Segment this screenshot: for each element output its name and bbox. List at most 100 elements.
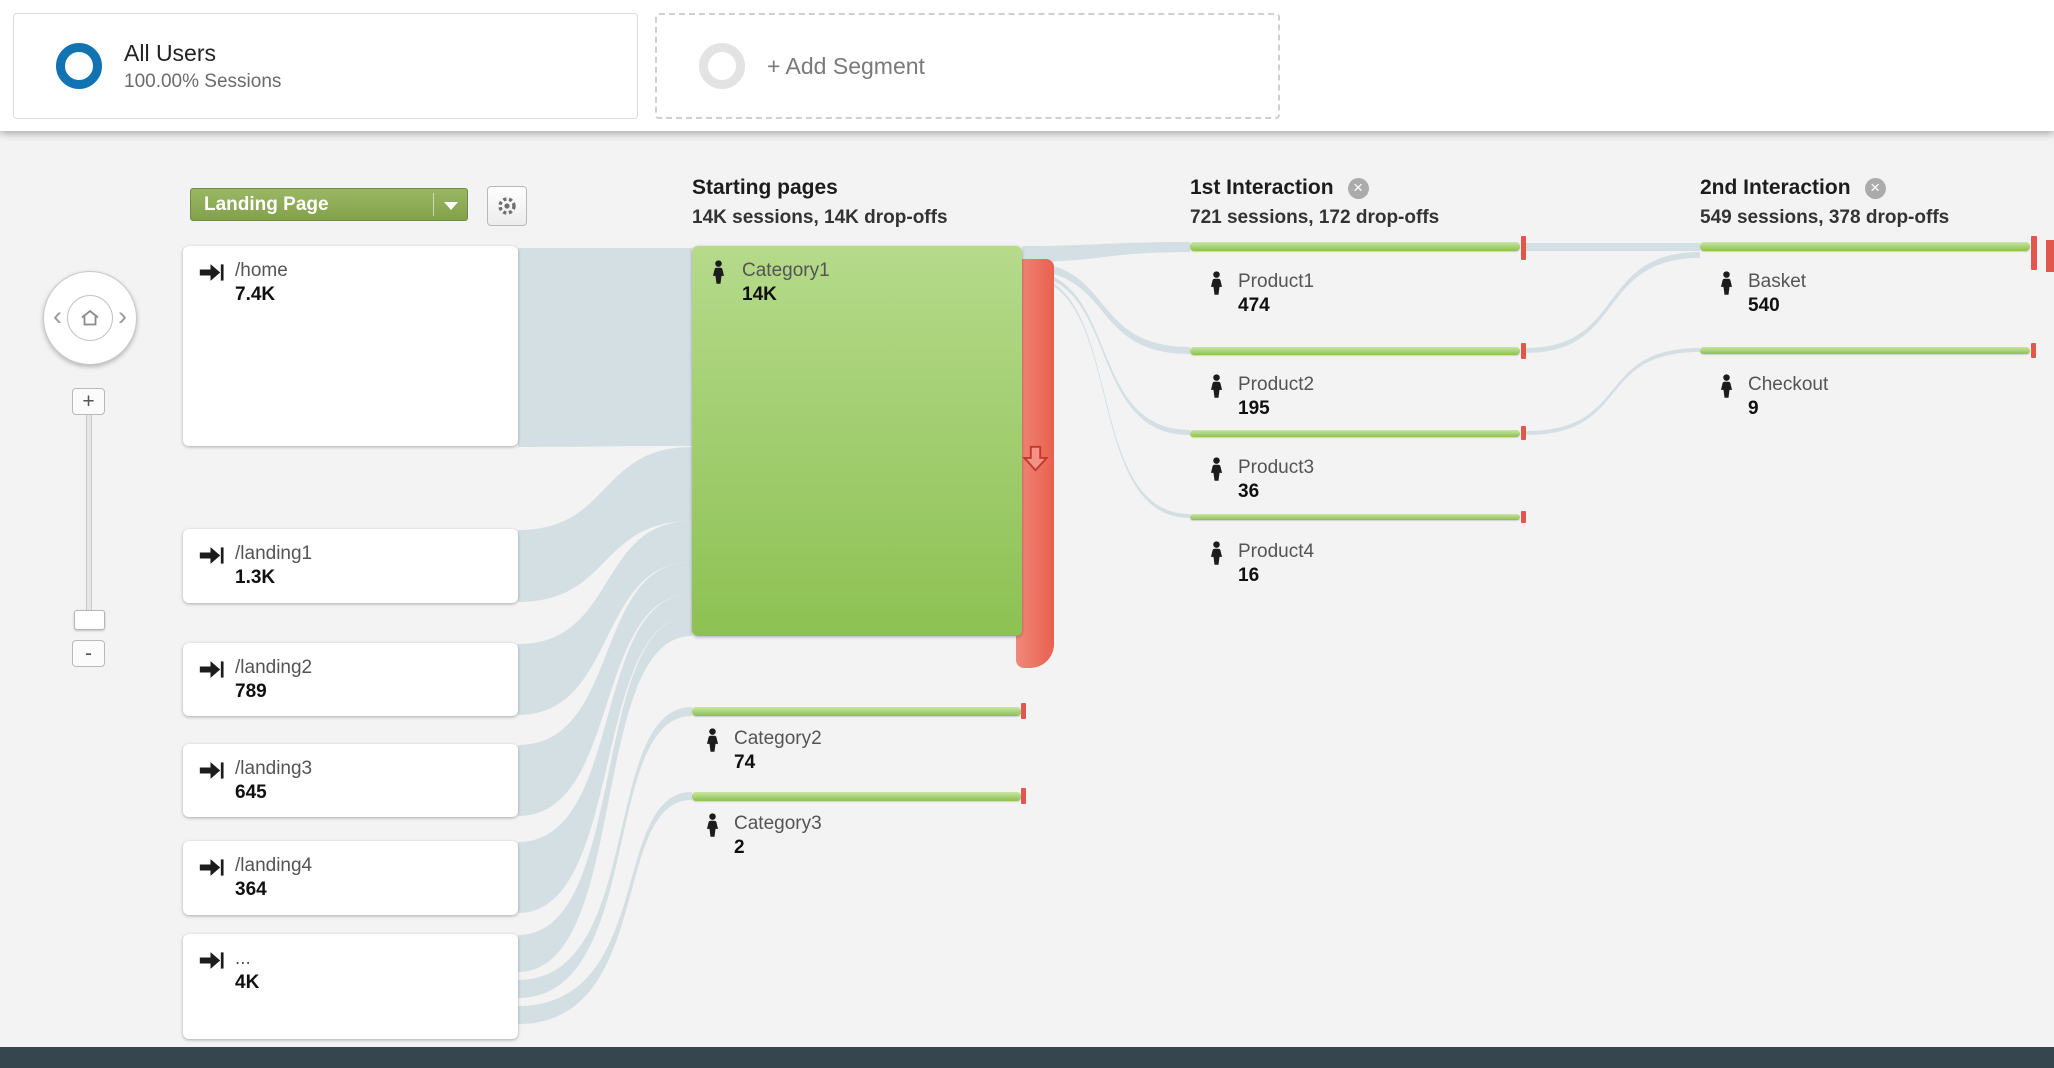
dimension-dropdown[interactable]: Landing Page [190, 188, 468, 221]
dropoff-tick [2031, 236, 2037, 270]
node-label: Basket [1748, 271, 1807, 292]
node-label: ... [235, 948, 251, 969]
column-title: 2nd Interaction [1700, 176, 1851, 199]
node-product4[interactable]: Product4 16 [1190, 508, 1530, 596]
node-label: /home [235, 260, 288, 281]
node-landing3[interactable]: /landing3 645 [183, 744, 518, 817]
entrance-icon [199, 264, 224, 281]
segment-toolbar: All Users 100.00% Sessions + Add Segment [0, 0, 2054, 131]
node-label: /landing1 [235, 543, 313, 564]
node-bar [692, 792, 1021, 801]
home-button[interactable] [67, 295, 113, 341]
segment-subtitle: 100.00% Sessions [124, 70, 282, 92]
node-value: 9 [1748, 398, 1759, 419]
node-label: Category2 [734, 728, 822, 749]
close-icon[interactable] [1864, 177, 1886, 199]
node-landing1[interactable]: /landing1 1.3K [183, 529, 518, 603]
node-bar [1190, 514, 1520, 520]
zoom-slider-track[interactable] [86, 412, 92, 614]
add-segment-button[interactable]: + Add Segment [655, 13, 1280, 119]
node-bar [1700, 242, 2030, 251]
node-label: /landing2 [235, 657, 313, 678]
node-value: 36 [1238, 481, 1260, 502]
footer-bar [0, 1047, 2054, 1068]
node-basket[interactable]: Basket 540 [1700, 236, 2040, 331]
zoom-out-button[interactable]: - [72, 640, 105, 667]
node-label: Category1 [742, 260, 830, 281]
chevron-right-icon[interactable]: › [118, 300, 127, 331]
node-label: Product1 [1238, 271, 1315, 292]
node-product1[interactable]: Product1 474 [1190, 236, 1530, 331]
zoom-in-button[interactable]: + [72, 388, 105, 415]
person-icon [712, 260, 725, 284]
node-checkout[interactable]: Checkout 9 [1700, 341, 2040, 431]
node-landing-more[interactable]: ... 4K [183, 934, 518, 1039]
person-icon [706, 813, 719, 837]
node-landing4[interactable]: /landing4 364 [183, 841, 518, 915]
settings-button[interactable] [487, 186, 527, 226]
node-product3[interactable]: Product3 36 [1190, 424, 1530, 512]
person-icon [1210, 541, 1223, 565]
entrance-icon [199, 661, 224, 678]
flow-navigator[interactable]: ‹ › [43, 271, 137, 365]
dropdown-divider [433, 193, 434, 216]
dropoff-tick [1521, 426, 1526, 440]
node-bar [1190, 347, 1520, 355]
person-icon [706, 728, 719, 752]
node-label: Product4 [1238, 541, 1315, 562]
node-value: 645 [235, 782, 267, 803]
node-category3[interactable]: Category3 2 [692, 788, 1032, 883]
node-value: 16 [1238, 565, 1260, 586]
node-value: 364 [235, 879, 267, 900]
node-value: 7.4K [235, 284, 276, 305]
dropoff-tick [2046, 240, 2054, 272]
node-value: 789 [235, 681, 267, 702]
dropoff-band [1016, 259, 1054, 668]
node-product2[interactable]: Product2 195 [1190, 341, 1530, 431]
node-value: 540 [1748, 295, 1780, 316]
node-value: 1.3K [235, 567, 276, 588]
column-header-starting-pages: Starting pages 14K sessions, 14K drop-of… [692, 176, 948, 229]
add-segment-label: + Add Segment [767, 52, 925, 79]
dropoff-tick [1521, 343, 1526, 359]
node-value: 4K [235, 972, 260, 993]
chevron-down-icon [444, 202, 458, 210]
node-landing2[interactable]: /landing2 789 [183, 643, 518, 716]
segment-title: All Users [124, 39, 217, 66]
node-value: 474 [1238, 295, 1270, 316]
node-label: Category3 [734, 813, 822, 834]
add-segment-circle-icon [699, 43, 745, 89]
node-label: Product3 [1238, 457, 1315, 478]
node-label: Product2 [1238, 374, 1315, 395]
node-category1[interactable]: Category1 14K [692, 246, 1022, 636]
home-icon [81, 309, 99, 326]
entrance-icon [199, 952, 224, 969]
column-title: 1st Interaction [1190, 176, 1334, 199]
dropoff-tick [1021, 703, 1026, 719]
node-label: Checkout [1748, 374, 1829, 395]
node-bar [1700, 347, 2030, 354]
dropoff-tick [2031, 343, 2036, 358]
node-home[interactable]: /home 7.4K [183, 246, 518, 446]
dimension-label: Landing Page [204, 193, 329, 215]
entrance-icon [199, 547, 224, 564]
person-icon [1210, 457, 1223, 481]
person-icon [1720, 374, 1733, 398]
dropoff-arrow-icon [1021, 445, 1049, 472]
entrance-icon [199, 762, 224, 779]
person-icon [1720, 271, 1733, 295]
dropoff-tick [1521, 511, 1526, 523]
node-bar [1190, 242, 1520, 251]
column-header-1st-interaction: 1st Interaction 721 sessions, 172 drop-o… [1190, 176, 1439, 229]
segment-all-users[interactable]: All Users 100.00% Sessions [13, 13, 638, 119]
zoom-slider-handle[interactable] [74, 610, 105, 630]
close-icon[interactable] [1347, 177, 1369, 199]
node-label: /landing3 [235, 758, 313, 779]
dropoff-tick [1521, 236, 1526, 260]
segment-circle-icon [56, 43, 102, 89]
chevron-left-icon[interactable]: ‹ [53, 300, 62, 331]
node-category2[interactable]: Category2 74 [692, 703, 1032, 798]
dropoff-tick [1021, 788, 1026, 804]
